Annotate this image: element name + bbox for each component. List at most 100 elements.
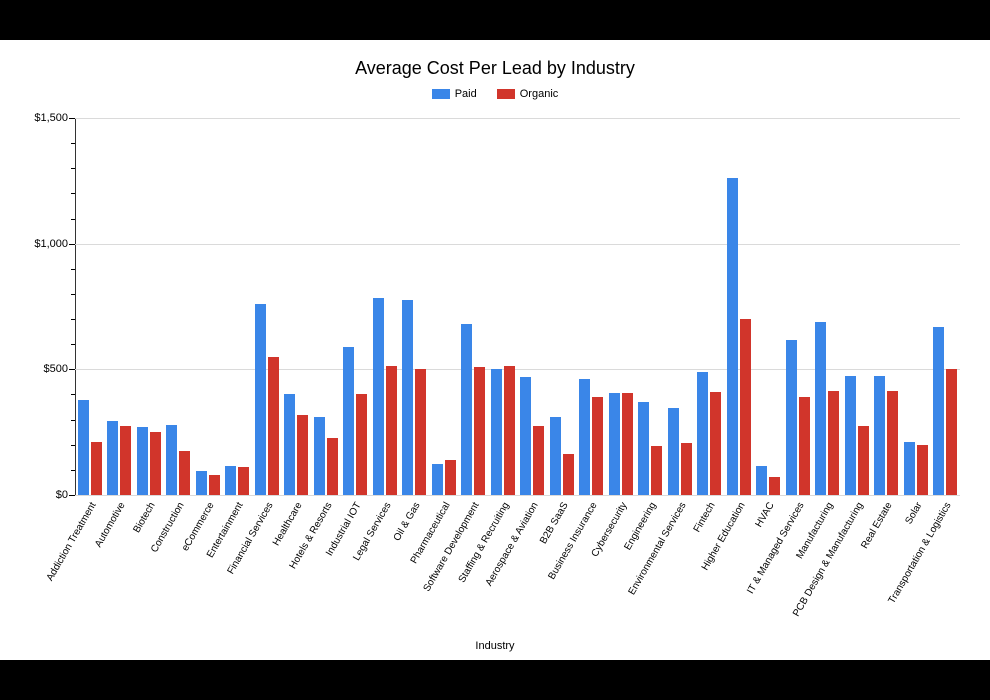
bar-organic	[533, 426, 544, 495]
legend-swatch	[432, 89, 450, 99]
bar-paid	[697, 372, 708, 495]
bar-paid	[933, 327, 944, 495]
y-tick-label: $1,500	[13, 112, 68, 124]
legend-label: Paid	[455, 88, 477, 100]
y-tick-major	[69, 244, 75, 245]
bar-organic	[415, 369, 426, 495]
bar-organic	[179, 451, 190, 495]
chart-page: Average Cost Per Lead by Industry Paid Or…	[0, 40, 990, 660]
y-tick-minor	[71, 319, 75, 320]
bar-paid	[255, 304, 266, 495]
bar-organic	[710, 392, 721, 495]
bar-paid	[166, 425, 177, 495]
plot-area: $0$500$1,000$1,500Addiction TreatmentAut…	[75, 118, 960, 495]
bar-paid	[461, 324, 472, 495]
x-tick-label: Healthcare	[272, 501, 305, 548]
y-tick-label: $1,000	[13, 238, 68, 250]
y-tick-minor	[71, 168, 75, 169]
bar-paid	[373, 298, 384, 495]
bar-organic	[592, 397, 603, 495]
bar-organic	[356, 394, 367, 495]
bar-organic	[563, 454, 574, 495]
y-axis-line	[75, 118, 76, 495]
y-tick-label: $0	[13, 489, 68, 501]
y-tick-minor	[71, 420, 75, 421]
y-tick-minor	[71, 445, 75, 446]
bar-organic	[651, 446, 662, 495]
chart-legend: Paid Organic	[0, 88, 990, 100]
x-axis-title: Industry	[0, 640, 990, 652]
bar-organic	[740, 319, 751, 495]
bar-organic	[799, 397, 810, 495]
y-gridline	[75, 495, 960, 496]
y-tick-minor	[71, 344, 75, 345]
y-tick-minor	[71, 143, 75, 144]
bar-organic	[327, 438, 338, 495]
x-tick-label: HVAC	[755, 501, 777, 529]
legend-label: Organic	[520, 88, 559, 100]
x-tick-label: Addiction Treatment	[45, 501, 98, 583]
x-tick-label: Oil & Gas	[393, 501, 423, 543]
bar-paid	[550, 417, 561, 495]
x-tick-label: Fintech	[693, 501, 718, 534]
bar-organic	[238, 467, 249, 495]
x-tick-label: Solar	[904, 501, 924, 526]
y-tick-major	[69, 495, 75, 496]
bar-paid	[668, 408, 679, 495]
bar-paid	[137, 427, 148, 495]
bar-organic	[887, 391, 898, 495]
bar-organic	[769, 477, 780, 495]
bar-organic	[858, 426, 869, 495]
y-tick-minor	[71, 193, 75, 194]
x-tick-label: Real Estate	[860, 501, 895, 551]
x-tick-label: Software Development	[423, 501, 482, 594]
chart-title: Average Cost Per Lead by Industry	[0, 58, 990, 79]
y-tick-label: $500	[13, 363, 68, 375]
x-tick-label: Transportation & Logistics	[888, 501, 954, 606]
x-tick-label: Environmental Services	[627, 501, 688, 597]
bar-organic	[946, 369, 957, 495]
y-gridline	[75, 118, 960, 119]
bar-paid	[874, 376, 885, 495]
bar-organic	[91, 442, 102, 495]
bar-organic	[150, 432, 161, 495]
bar-organic	[386, 366, 397, 495]
bar-paid	[314, 417, 325, 495]
bar-paid	[432, 464, 443, 495]
bar-paid	[520, 377, 531, 495]
bar-paid	[284, 394, 295, 495]
bar-paid	[491, 369, 502, 495]
legend-entry: Paid	[432, 88, 477, 100]
bar-paid	[786, 340, 797, 495]
y-tick-major	[69, 369, 75, 370]
bar-paid	[638, 402, 649, 495]
bar-organic	[917, 445, 928, 495]
bar-organic	[681, 443, 692, 495]
bar-paid	[343, 347, 354, 495]
bar-paid	[904, 442, 915, 495]
bar-paid	[107, 421, 118, 495]
x-tick-label: B2B SaaS	[539, 501, 571, 546]
bar-paid	[756, 466, 767, 495]
bar-organic	[504, 366, 515, 495]
legend-swatch	[497, 89, 515, 99]
y-tick-minor	[71, 294, 75, 295]
y-tick-major	[69, 118, 75, 119]
bar-paid	[727, 178, 738, 495]
bar-organic	[297, 415, 308, 495]
bar-organic	[209, 475, 220, 495]
y-tick-minor	[71, 219, 75, 220]
y-gridline	[75, 244, 960, 245]
bar-organic	[622, 393, 633, 495]
y-tick-minor	[71, 269, 75, 270]
bar-paid	[225, 466, 236, 495]
bar-paid	[579, 379, 590, 495]
bar-paid	[845, 376, 856, 495]
y-tick-minor	[71, 470, 75, 471]
bar-paid	[196, 471, 207, 495]
bar-paid	[402, 300, 413, 495]
bar-organic	[268, 357, 279, 495]
bar-organic	[120, 426, 131, 495]
bar-paid	[609, 393, 620, 495]
x-tick-label: Biotech	[132, 501, 157, 535]
